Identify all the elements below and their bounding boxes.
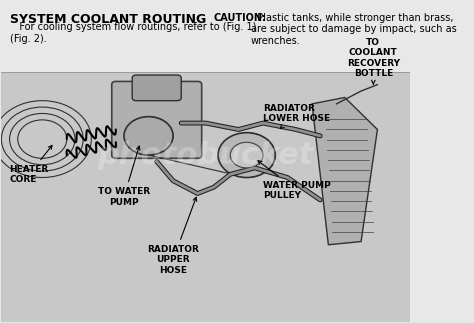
Circle shape: [218, 133, 275, 178]
Text: RADIATOR
UPPER
HOSE: RADIATOR UPPER HOSE: [147, 197, 199, 275]
FancyBboxPatch shape: [132, 75, 181, 101]
FancyBboxPatch shape: [1, 1, 410, 72]
Polygon shape: [312, 98, 377, 245]
Text: SYSTEM COOLANT ROUTING: SYSTEM COOLANT ROUTING: [9, 13, 206, 26]
Text: HEATER
CORE: HEATER CORE: [9, 145, 52, 184]
Text: Plastic tanks, while stronger than brass,
are subject to damage by impact, such : Plastic tanks, while stronger than brass…: [251, 13, 456, 46]
Text: TO
COOLANT
RECOVERY
BOTTLE: TO COOLANT RECOVERY BOTTLE: [347, 38, 400, 84]
Circle shape: [124, 117, 173, 155]
FancyBboxPatch shape: [112, 81, 201, 158]
Text: TO WATER
PUMP: TO WATER PUMP: [98, 146, 150, 206]
Text: For cooling system flow routings, refer to (Fig. 1)
(Fig. 2).: For cooling system flow routings, refer …: [9, 22, 256, 44]
Circle shape: [230, 142, 263, 168]
Text: WATER PUMP
PULLEY: WATER PUMP PULLEY: [258, 161, 331, 200]
Text: RADIATOR
LOWER HOSE: RADIATOR LOWER HOSE: [263, 104, 330, 129]
FancyBboxPatch shape: [1, 72, 410, 322]
Text: CAUTION:: CAUTION:: [214, 13, 267, 23]
Text: photobucket: photobucket: [98, 141, 314, 170]
